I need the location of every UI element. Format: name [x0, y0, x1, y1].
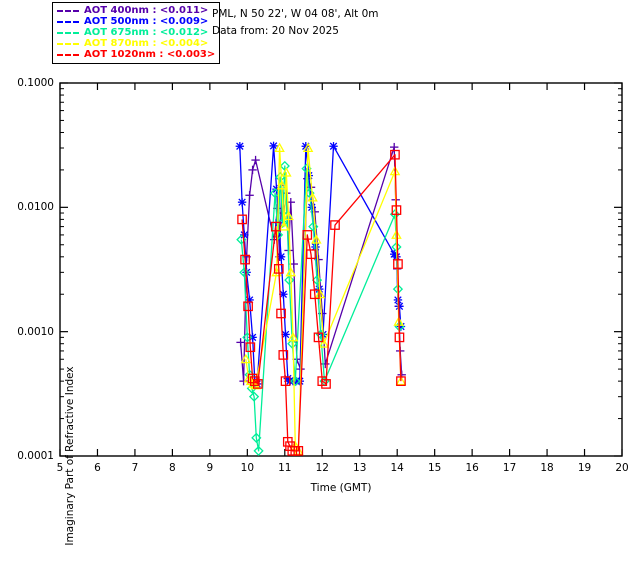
legend-label-675nm: AOT 675nm : <0.012>	[84, 26, 209, 38]
x-tick-label: 5	[56, 462, 64, 474]
x-tick-label: 10	[240, 462, 255, 474]
chart-svg	[59, 82, 623, 457]
legend-item: AOT 400nm : <0.011>	[57, 5, 215, 16]
x-tick-label: 19	[577, 462, 592, 474]
legend-label-870nm: AOT 870nm : <0.004>	[84, 37, 209, 49]
x-tick-label: 8	[169, 462, 176, 474]
site-location-line: PML, N 50 22', W 04 08', Alt 0m	[212, 8, 379, 20]
plot-canvas: AOT 400nm : <0.011> AOT 500nm : <0.009> …	[17, 2, 629, 546]
x-tick-label: 17	[502, 462, 517, 474]
data-series	[235, 141, 407, 456]
axes-frame	[59, 82, 623, 457]
legend-line-swatch-500nm	[57, 20, 79, 23]
legend-label-400nm: AOT 400nm : <0.011>	[84, 4, 209, 16]
y-tick-label: 0.1000	[17, 77, 54, 89]
x-tick-label: 7	[131, 462, 139, 474]
data-date-line: Data from: 20 Nov 2025	[212, 25, 339, 37]
title-block: PML, N 50 22', W 04 08', Alt 0m Data fro…	[212, 6, 379, 40]
x-tick-label: 6	[94, 462, 101, 474]
legend-item: AOT 870nm : <0.004>	[57, 38, 215, 49]
legend-line-swatch-870nm	[57, 42, 79, 45]
legend-item: AOT 1020nm : <0.003>	[57, 49, 215, 60]
x-tick-label: 15	[427, 462, 442, 474]
x-tick-label: 20	[615, 462, 629, 474]
x-tick-label: 18	[540, 462, 554, 474]
legend: AOT 400nm : <0.011> AOT 500nm : <0.009> …	[52, 2, 221, 64]
y-tick-label: 0.0010	[17, 325, 54, 338]
y-tick-label: 0.0001	[17, 450, 54, 462]
series-5	[237, 149, 406, 456]
legend-item: AOT 500nm : <0.009>	[57, 16, 215, 27]
x-axis-label: Time (GMT)	[310, 482, 372, 494]
x-tick-label: 13	[353, 462, 367, 474]
x-tick-label: 14	[390, 462, 404, 474]
x-tick-label: 9	[206, 462, 214, 474]
legend-label-1020nm: AOT 1020nm : <0.003>	[84, 48, 216, 60]
axis-ticks	[59, 82, 623, 457]
legend-line-swatch-1020nm	[57, 53, 79, 56]
x-tick-label: 12	[315, 462, 329, 474]
legend-line-swatch-675nm	[57, 31, 79, 34]
x-tick-label: 11	[278, 462, 292, 474]
y-tick-label: 0.0100	[17, 201, 54, 214]
legend-label-500nm: AOT 500nm : <0.009>	[84, 15, 209, 27]
legend-item: AOT 675nm : <0.012>	[57, 27, 215, 38]
legend-line-swatch-400nm	[57, 9, 79, 12]
x-tick-label: 16	[465, 462, 479, 474]
